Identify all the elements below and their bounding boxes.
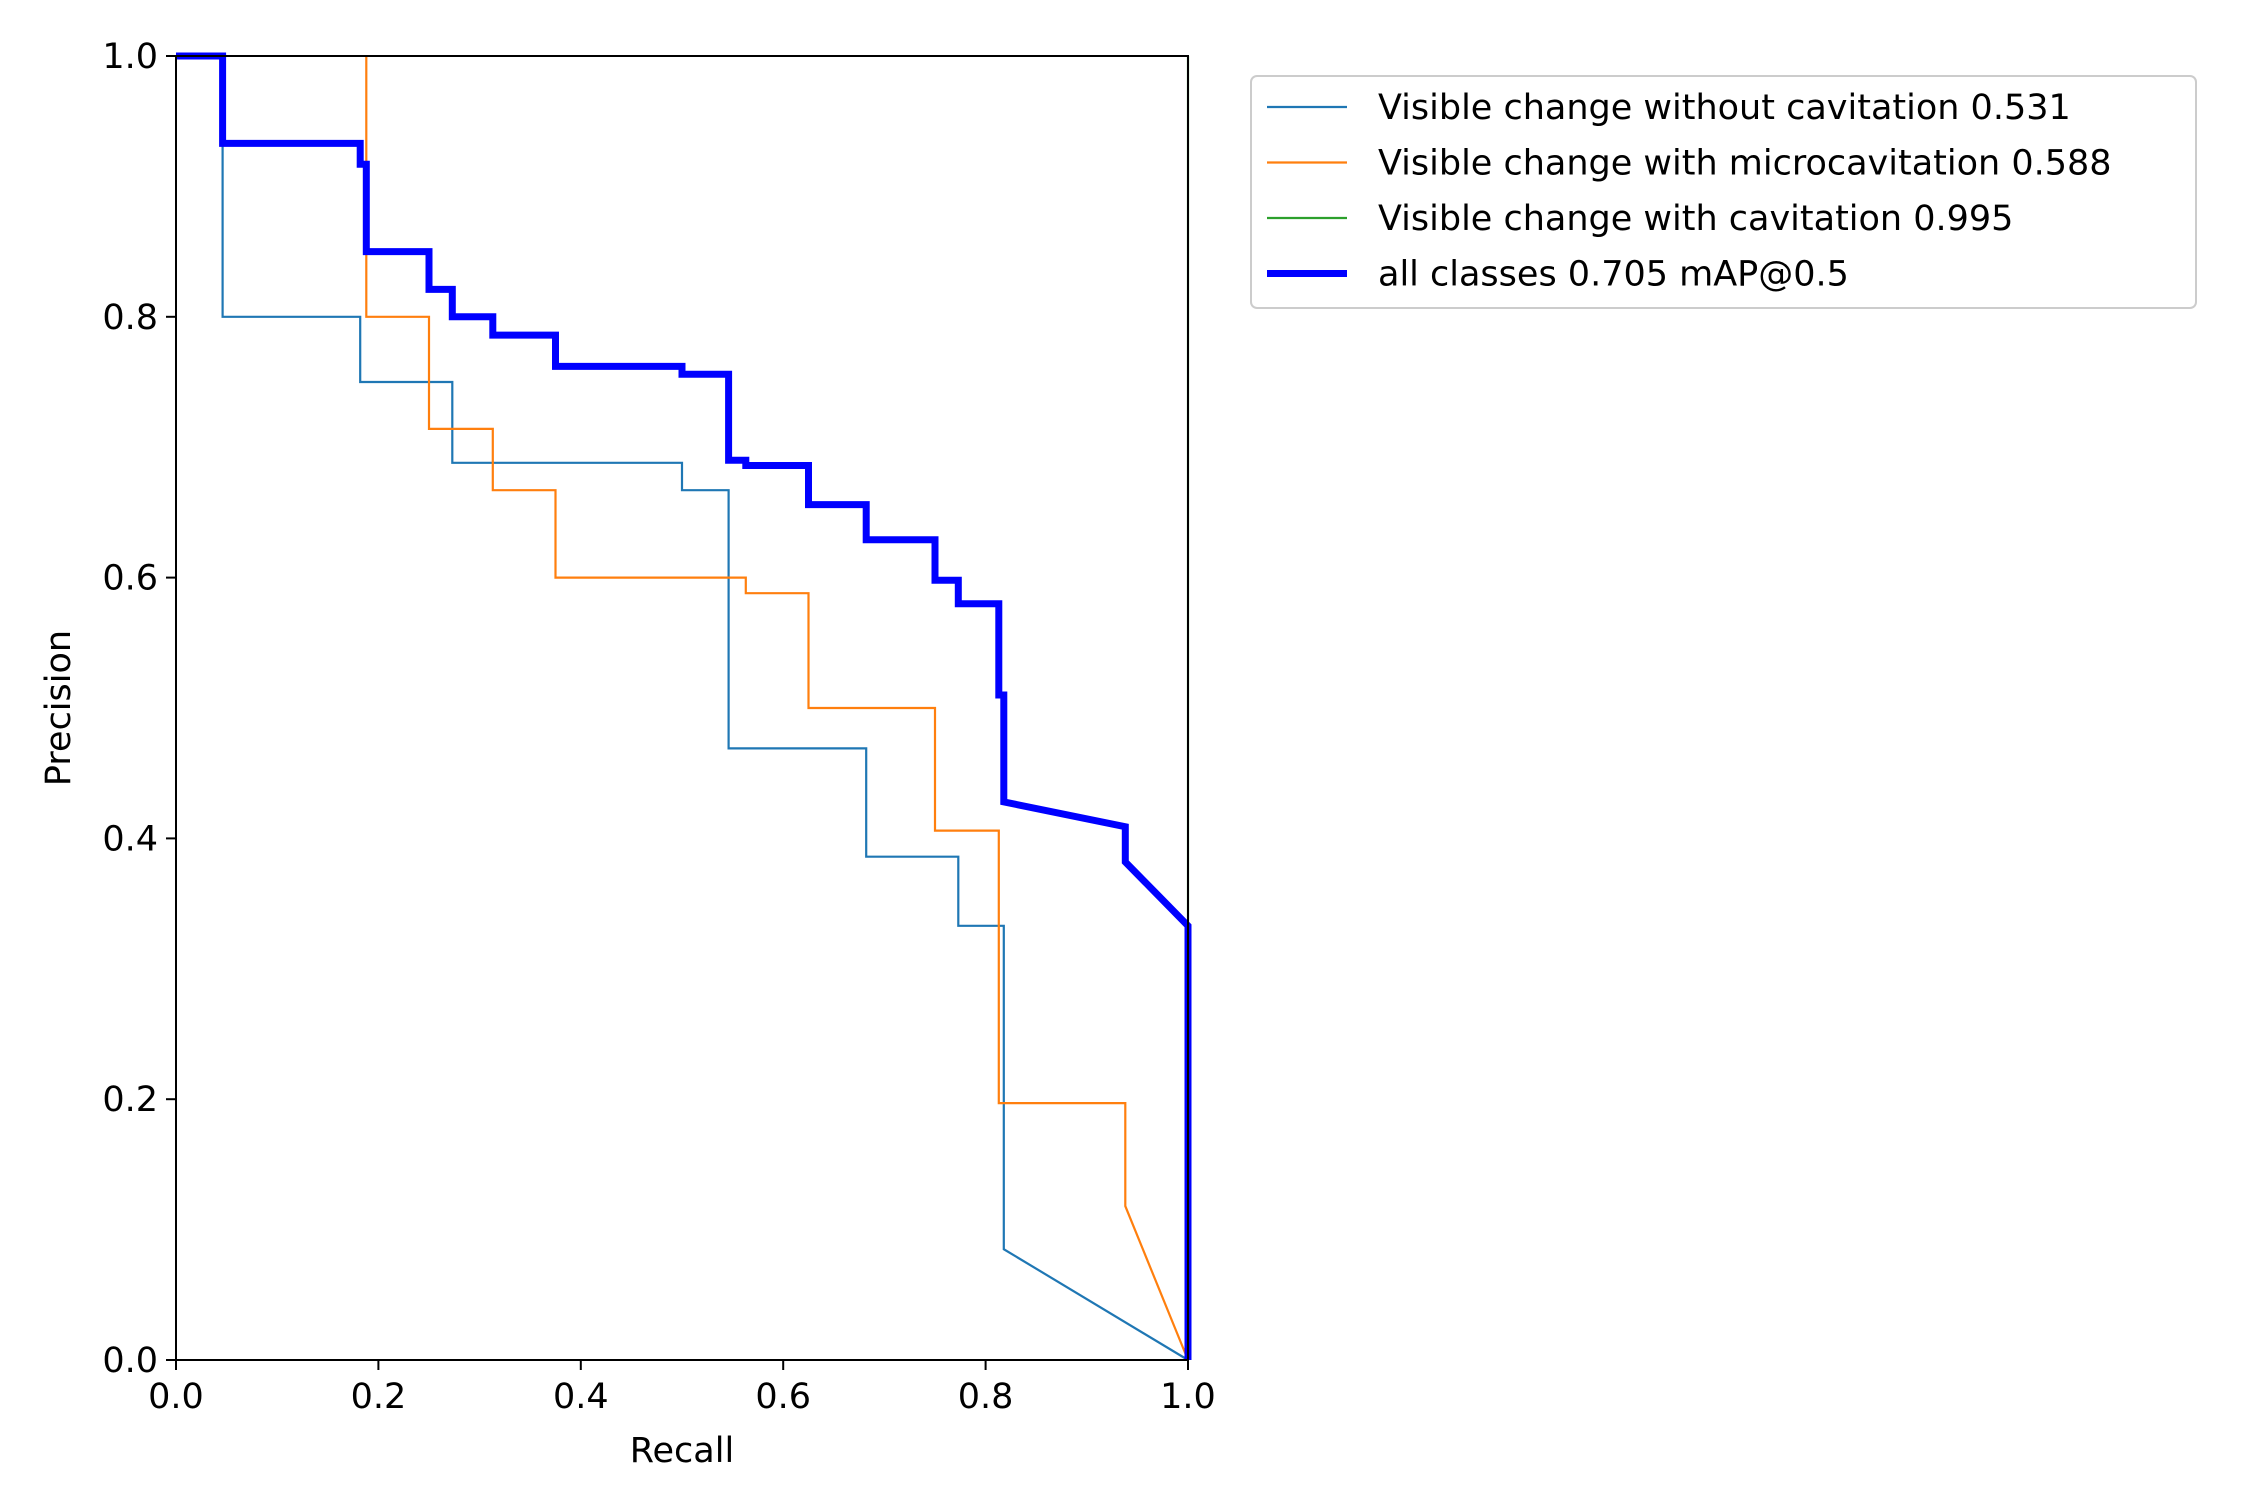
- x-tick-label: 0.6: [755, 1377, 811, 1417]
- y-tick-label: 0.4: [102, 819, 158, 859]
- y-tick-label: 0.6: [102, 559, 158, 599]
- y-tick-label: 1.0: [102, 37, 158, 77]
- y-tick-label: 0.0: [102, 1341, 158, 1381]
- legend-label-2: Visible change with cavitation 0.995: [1378, 199, 2013, 239]
- y-tick-label: 0.2: [102, 1080, 158, 1120]
- series-layer: [176, 52, 1192, 1361]
- y-tick-label: 0.8: [102, 298, 158, 338]
- x-tick-label: 0.0: [148, 1377, 204, 1417]
- legend-label-3: all classes 0.705 mAP@0.5: [1378, 255, 1849, 295]
- legend-label-0: Visible change without cavitation 0.531: [1378, 88, 2071, 128]
- x-tick-label: 1.0: [1160, 1377, 1216, 1417]
- legend-label-1: Visible change with microcavitation 0.58…: [1378, 144, 2112, 184]
- plot-area-frame: [175, 55, 1189, 1361]
- x-tick-label: 0.2: [351, 1377, 407, 1417]
- legend-box: [1250, 75, 2197, 309]
- x-axis-label: Recall: [630, 1431, 734, 1471]
- x-axis-ticks: 0.0 0.2 0.4 0.6 0.8 1.0: [148, 1360, 1216, 1417]
- series-line-3: [176, 52, 1192, 1360]
- series-line-1: [365, 56, 1190, 1361]
- y-axis-label: Precision: [39, 630, 79, 786]
- y-axis-ticks: 0.0 0.2 0.4 0.6 0.8 1.0: [102, 37, 176, 1381]
- x-tick-label: 0.4: [553, 1377, 609, 1417]
- series-line-0: [176, 54, 1189, 1361]
- legend: Visible change without cavitation 0.531 V…: [1250, 75, 2197, 309]
- x-tick-label: 0.8: [958, 1377, 1014, 1417]
